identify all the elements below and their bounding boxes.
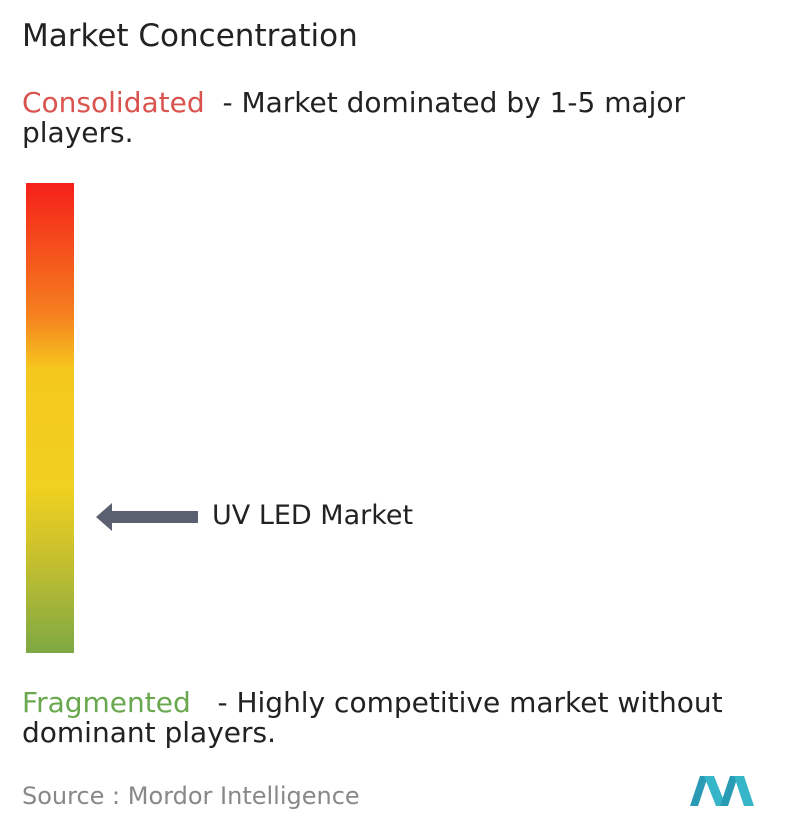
fragmented-desc: - Highly competitive market without domi… <box>22 686 723 749</box>
marker-label: UV LED Market <box>212 500 414 531</box>
source: Source : Mordor Intelligence <box>22 782 360 810</box>
arrow-shape <box>96 503 198 531</box>
source-label: Source : <box>22 782 121 810</box>
fragmented-label: Fragmented <box>22 686 191 719</box>
title: Market Concentration <box>22 18 358 54</box>
source-text: Mordor Intelligence <box>127 782 360 810</box>
arrow <box>96 503 198 531</box>
consolidated-desc: - Market dominated by 1-5 major players. <box>22 86 686 149</box>
gradient-bar <box>26 183 74 653</box>
fragmented-line: Fragmented - Highly competitive market w… <box>22 688 792 748</box>
logo <box>690 776 754 806</box>
consolidated-line: Consolidated - Market dominated by 1-5 m… <box>22 88 792 148</box>
consolidated-label: Consolidated <box>22 86 205 119</box>
